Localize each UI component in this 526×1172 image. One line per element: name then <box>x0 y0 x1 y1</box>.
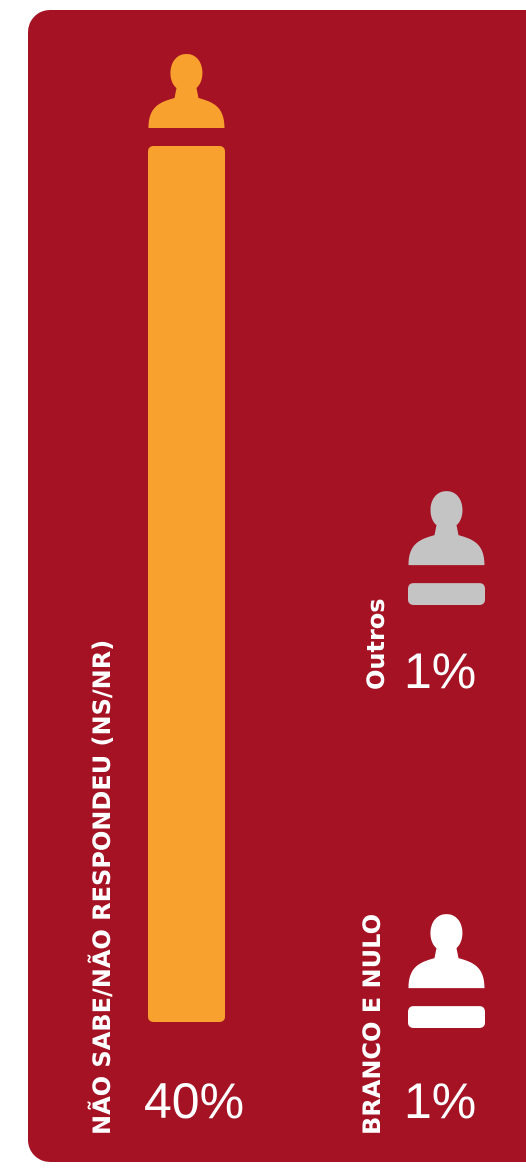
bar <box>408 583 485 605</box>
person-icon <box>148 54 225 128</box>
value-label: 1% <box>404 643 476 699</box>
person-icon <box>408 914 485 989</box>
value-label: 1% <box>404 1073 476 1129</box>
category-label: BRANCO E NULO <box>358 914 386 1135</box>
bar <box>148 146 225 1022</box>
category-label: NÃO SABE/NÃO RESPONDEU (NS/NR) <box>87 640 116 1135</box>
category-label: Outros <box>362 598 390 690</box>
bar <box>408 1006 485 1028</box>
value-label: 40% <box>144 1073 244 1129</box>
person-icon <box>408 491 485 566</box>
